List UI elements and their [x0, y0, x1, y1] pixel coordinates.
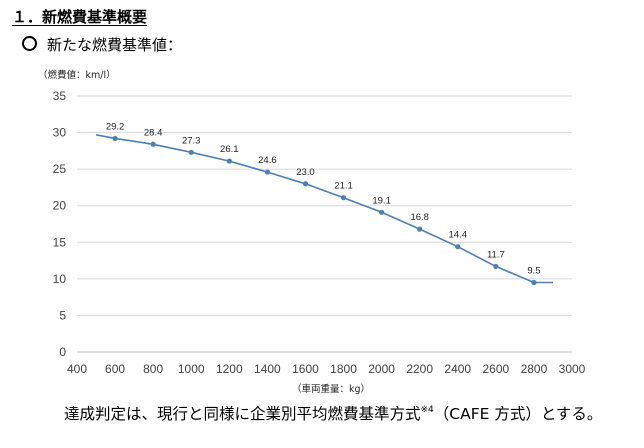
y-axis-ticks: 0 5 10 15 20 25 30 35 — [53, 89, 67, 359]
data-point-marker — [340, 195, 347, 201]
y-tick-label: 20 — [53, 199, 67, 213]
data-label: 9.5 — [527, 266, 540, 277]
x-tick-label: 600 — [105, 362, 125, 376]
fuel-economy-chart: 0 5 10 15 20 25 30 35 400 600 800 1000 1200 1400 1600… — [38, 69, 586, 395]
data-point-marker — [226, 158, 232, 164]
y-tick-label: 5 — [59, 308, 66, 322]
x-tick-label: 800 — [143, 362, 163, 376]
data-point-marker — [493, 263, 499, 270]
data-point-marker — [302, 181, 309, 187]
data-label: 28.4 — [144, 127, 163, 138]
y-tick-label: 25 — [53, 162, 67, 176]
data-point-marker — [112, 135, 118, 142]
data-point-marker — [264, 169, 270, 175]
subheading-text: 新たな燃費基準値： — [47, 36, 183, 54]
x-tick-label: 3000 — [559, 362, 586, 376]
y-axis-label: （燃費値：km/l） — [38, 69, 116, 81]
x-tick-label: 2200 — [406, 362, 433, 376]
data-label: 24.6 — [258, 155, 277, 166]
data-label: 27.3 — [182, 135, 201, 146]
data-label: 16.8 — [410, 212, 429, 223]
subheading: 新たな燃費基準値： — [22, 34, 182, 55]
x-tick-label: 2800 — [521, 362, 548, 376]
section-heading: １．新燃費基準概要 — [12, 8, 148, 26]
data-label: 23.0 — [296, 167, 315, 178]
data-point-marker — [417, 226, 423, 232]
y-tick-label: 15 — [53, 235, 67, 249]
x-tick-label: 1800 — [330, 362, 357, 376]
footer-text-cafe: （CAFE 方式）とする。 — [433, 405, 603, 423]
footer-text: 達成判定は、現行と同様に企業別平均燃費基準方式 — [64, 405, 421, 423]
data-point-marker — [455, 244, 461, 250]
chart-gridlines — [77, 95, 572, 353]
x-tick-label: 400 — [67, 362, 87, 376]
y-tick-label: 10 — [53, 272, 67, 286]
x-axis-ticks: 400 600 800 1000 1200 1400 1600 1800 2000 2200 240… — [67, 362, 586, 376]
x-tick-label: 1200 — [216, 362, 243, 376]
data-label: 14.4 — [449, 230, 468, 241]
footnote-reference: ※4 — [420, 405, 434, 415]
data-label: 21.1 — [334, 181, 353, 192]
data-point-marker — [188, 149, 194, 155]
y-tick-label: 30 — [53, 126, 67, 140]
data-labels: 29.2 28.4 27.3 26.1 24.6 23.0 21.1 19.1 16.8 14.4… — [106, 121, 541, 276]
data-point-marker — [379, 209, 385, 215]
data-point-marker — [150, 141, 156, 147]
x-tick-label: 2600 — [482, 362, 509, 376]
fuel-economy-series — [95, 134, 553, 286]
footer-note: 達成判定は、現行と同様に企業別平均燃費基準方式※4（CAFE 方式）とする。 — [64, 402, 602, 424]
x-tick-label: 1400 — [254, 362, 281, 376]
circle-bullet-icon — [22, 36, 37, 51]
data-label: 26.1 — [220, 144, 239, 155]
data-point-marker — [531, 279, 537, 286]
x-axis-label: （車両重量：kg） — [292, 383, 370, 395]
series-line — [95, 134, 553, 284]
data-label: 29.2 — [106, 121, 125, 132]
data-label: 19.1 — [372, 195, 391, 206]
x-tick-label: 2400 — [444, 362, 471, 376]
data-label: 11.7 — [487, 249, 505, 260]
y-tick-label: 0 — [59, 345, 66, 359]
y-tick-label: 35 — [53, 89, 67, 103]
x-tick-label: 2000 — [368, 362, 395, 376]
x-tick-label: 1000 — [178, 362, 205, 376]
x-tick-label: 1600 — [292, 362, 319, 376]
